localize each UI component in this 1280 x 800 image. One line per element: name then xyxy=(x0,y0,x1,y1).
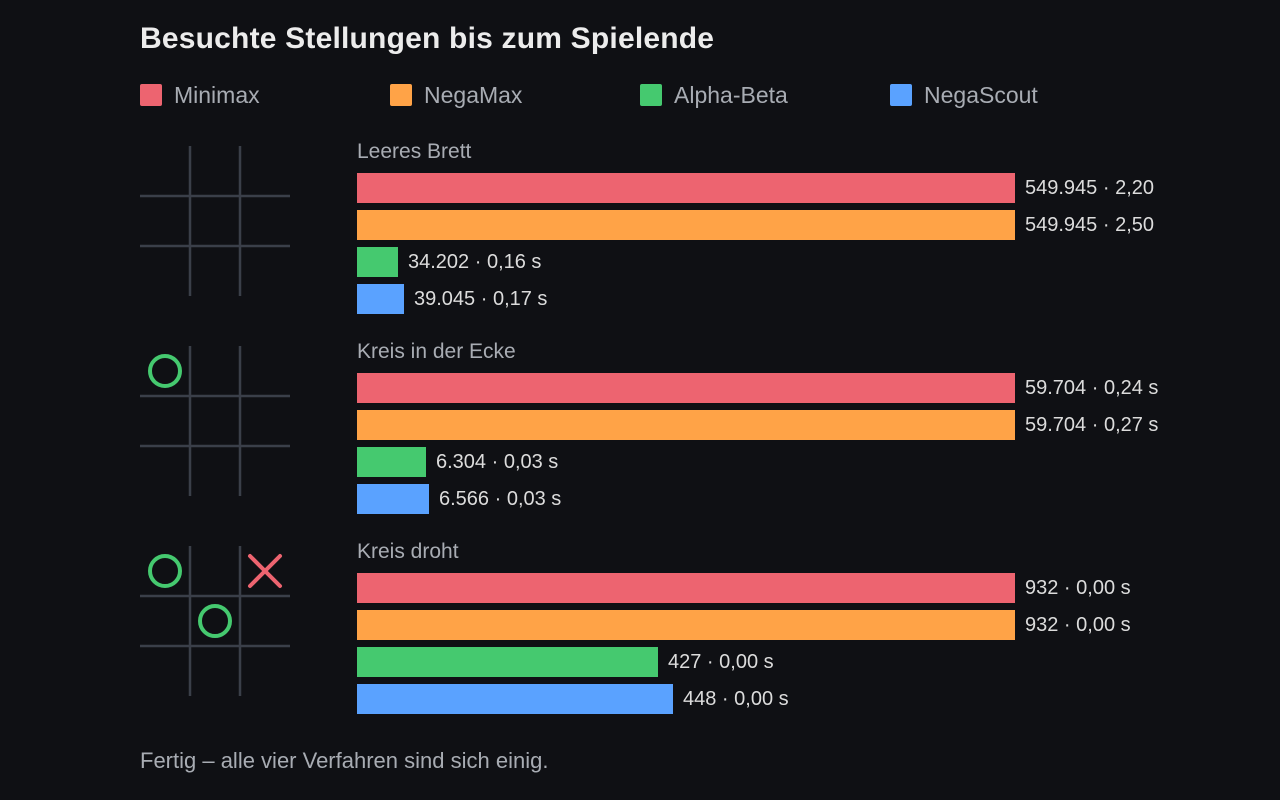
bar-value-label: 6.304 · 0,03 s xyxy=(436,451,559,473)
bar-minimax xyxy=(357,373,1015,403)
tic-tac-toe-board xyxy=(140,546,290,696)
bar-value-label: 549.945 · 2,50 xyxy=(1025,214,1154,236)
bar-negascout xyxy=(357,484,429,514)
legend: Minimax NegaMax Alpha-Beta NegaScout xyxy=(140,80,1140,110)
legend-label-negamax: NegaMax xyxy=(424,81,523,108)
scenario-group: Leeres Brett 549.945 · 2,20 549.945 · 2,50… xyxy=(0,140,1280,320)
bar-value-label: 59.704 · 0,24 s xyxy=(1025,377,1159,399)
bar-alpha-beta xyxy=(357,247,398,277)
legend-label-minimax: Minimax xyxy=(174,81,260,108)
tic-tac-toe-board xyxy=(140,146,290,296)
bar-value-label: 34.202 · 0,16 s xyxy=(408,251,542,273)
legend-item-alpha-beta: Alpha-Beta xyxy=(640,80,788,110)
bar-minimax xyxy=(357,573,1015,603)
legend-swatch-minimax xyxy=(140,84,162,106)
bar-negamax xyxy=(357,210,1015,240)
tic-tac-toe-board xyxy=(140,346,290,496)
bar-value-label: 6.566 · 0,03 s xyxy=(439,488,562,510)
scenario-group: Kreis in der Ecke 59.704 · 0,24 s 59.704 ·… xyxy=(0,340,1280,520)
scenario-label: Leeres Brett xyxy=(357,140,472,163)
legend-swatch-alpha-beta xyxy=(640,84,662,106)
status-text: Fertig – alle vier Verfahren sind sich e… xyxy=(140,748,549,773)
scenario-label: Kreis in der Ecke xyxy=(357,340,516,363)
legend-item-minimax: Minimax xyxy=(140,80,260,110)
legend-label-negascout: NegaScout xyxy=(924,81,1038,108)
chart-title: Besuchte Stellungen bis zum Spielende xyxy=(140,22,715,55)
circle-mark-icon xyxy=(198,604,232,638)
cross-mark-icon xyxy=(248,554,282,588)
bar-minimax xyxy=(357,173,1015,203)
bar-alpha-beta xyxy=(357,447,426,477)
bar-value-label: 448 · 0,00 s xyxy=(683,688,789,710)
legend-swatch-negamax xyxy=(390,84,412,106)
board-svg xyxy=(140,546,290,696)
legend-item-negascout: NegaScout xyxy=(890,80,1038,110)
bar-value-label: 427 · 0,00 s xyxy=(668,651,774,673)
circle-mark-icon xyxy=(148,354,182,388)
bar-negamax xyxy=(357,410,1015,440)
scenario-group: Kreis droht 932 · 0,00 s 932 · 0,00 s 427 ·… xyxy=(0,540,1280,720)
bar-value-label: 932 · 0,00 s xyxy=(1025,614,1131,636)
bar-negascout xyxy=(357,684,673,714)
scenario-label: Kreis droht xyxy=(357,540,459,563)
circle-mark-icon xyxy=(148,554,182,588)
bar-alpha-beta xyxy=(357,647,658,677)
legend-label-alpha-beta: Alpha-Beta xyxy=(674,81,788,108)
bar-negascout xyxy=(357,284,404,314)
legend-swatch-negascout xyxy=(890,84,912,106)
bar-negamax xyxy=(357,610,1015,640)
bar-value-label: 549.945 · 2,20 xyxy=(1025,177,1154,199)
bar-value-label: 39.045 · 0,17 s xyxy=(414,288,548,310)
bar-value-label: 932 · 0,00 s xyxy=(1025,577,1131,599)
board-svg xyxy=(140,346,290,496)
bar-value-label: 59.704 · 0,27 s xyxy=(1025,414,1159,436)
legend-item-negamax: NegaMax xyxy=(390,80,522,110)
board-svg xyxy=(140,146,290,296)
